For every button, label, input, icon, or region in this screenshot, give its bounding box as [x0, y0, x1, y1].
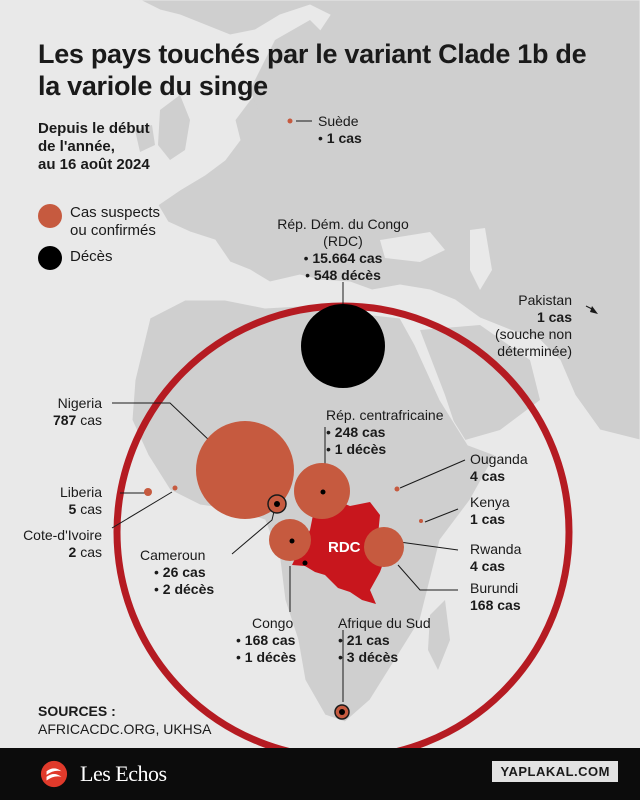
subtitle-line: de l'année, [38, 138, 115, 155]
legend-deaths-label: Décès [70, 248, 113, 265]
label-rwanda: Rwanda 4 cas [470, 541, 522, 574]
date-subtitle: Depuis le début de l'année, au 16 août 2… [38, 120, 150, 174]
deaths-swatch-icon [38, 246, 62, 270]
cote-ivoire-case-dot [172, 485, 178, 491]
kenya-case-dot [419, 519, 423, 523]
footer: Les Echos YAPLAKAL.COM [0, 748, 640, 800]
rdc-death-dot [302, 560, 308, 566]
label-liberia: Liberia 5 cas [59, 484, 102, 517]
sea-mediterranean [175, 262, 395, 310]
congo-death-dot [289, 538, 295, 544]
rdc-shape [292, 500, 388, 604]
legend-cases: Cas suspects ou confirmés [38, 204, 238, 244]
ouganda-case-dot [394, 486, 400, 492]
label-cameroun: Cameroun • 26 cas • 2 décès [140, 547, 215, 597]
pakistan-arrow-icon [590, 306, 598, 314]
les-echos-logo-icon [40, 760, 68, 788]
label-cote-ivoire: Cote-d'Ivoire 2 cas [23, 527, 102, 560]
suede-case-dot [287, 118, 293, 124]
label-rca: Rép. centrafricaine • 248 cas • 1 décès [326, 407, 444, 457]
sea-caspian [470, 228, 492, 290]
label-pakistan: Pakistan 1 cas (souche non déterminée) [494, 292, 572, 359]
land-uk [158, 95, 190, 160]
label-suede: Suède • 1 cas [318, 113, 362, 146]
map [111, 0, 640, 748]
cameroun-death-dot [274, 501, 280, 507]
sources-text: AFRICACDC.ORG, UKHSA [38, 721, 212, 737]
legend-cases-label: Cas suspects ou confirmés [70, 204, 161, 239]
brand-name: Les Echos [80, 761, 167, 786]
land-scandinavia [250, 20, 330, 130]
sources: SOURCES : AFRICACDC.ORG, UKHSA [38, 702, 211, 738]
rdc-deaths-bubble [301, 304, 385, 388]
afrique-sud-death-dot [339, 709, 345, 715]
label-ouganda: Ouganda 4 cas [470, 451, 528, 484]
sea-black [380, 232, 445, 262]
rca-death-dot [320, 489, 326, 495]
nigeria-case-bubble [196, 421, 294, 519]
rwanda-case-dot [377, 536, 383, 542]
label-congo: Congo • 168 cas • 1 décès [236, 615, 297, 665]
land-madagascar [428, 600, 450, 670]
land-ireland [135, 125, 155, 152]
cases-swatch-icon [38, 204, 62, 228]
legend-deaths: Décès [38, 246, 238, 272]
burundi-case-bubble [364, 527, 404, 567]
label-kenya: Kenya 1 cas [470, 494, 510, 527]
label-burundi: Burundi 168 cas [470, 580, 521, 613]
label-nigeria: Nigeria 787 cas [52, 395, 102, 428]
subtitle-line: au 16 août 2024 [38, 156, 150, 173]
rdc-map-label: RDC [328, 539, 361, 556]
sources-heading: SOURCES : [38, 703, 116, 719]
liberia-case-dot [144, 488, 152, 496]
page-title: Les pays touchés par le variant Clade 1b… [38, 39, 587, 101]
subtitle-line: Depuis le début [38, 120, 150, 137]
watermark: YAPLAKAL.COM [492, 761, 618, 782]
label-afrique-sud: Afrique du Sud • 21 cas • 3 décès [338, 615, 431, 665]
label-rdc: Rép. Dém. du Congo (RDC) • 15.664 cas • … [277, 216, 409, 283]
leader-lines [111, 120, 595, 702]
